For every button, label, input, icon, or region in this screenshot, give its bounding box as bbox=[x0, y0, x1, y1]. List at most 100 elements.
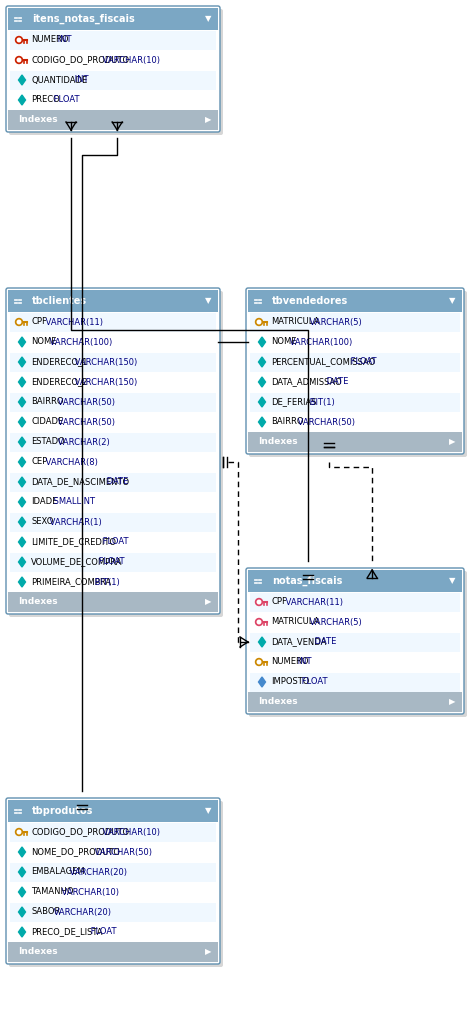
Text: notas_fiscais: notas_fiscais bbox=[272, 576, 342, 586]
Bar bbox=[8, 800, 218, 822]
Text: FLOAT: FLOAT bbox=[100, 538, 128, 547]
Text: MATRICULA: MATRICULA bbox=[271, 618, 320, 627]
FancyBboxPatch shape bbox=[9, 801, 223, 967]
Text: DATE: DATE bbox=[312, 638, 336, 646]
Bar bbox=[8, 8, 218, 30]
Text: NUMERO: NUMERO bbox=[271, 657, 308, 666]
Text: FLOAT: FLOAT bbox=[299, 677, 328, 686]
Text: VARCHAR(5): VARCHAR(5) bbox=[307, 618, 362, 627]
Text: VARCHAR(50): VARCHAR(50) bbox=[55, 418, 115, 427]
Text: IMPOSTO: IMPOSTO bbox=[271, 677, 309, 686]
Polygon shape bbox=[258, 417, 266, 427]
Polygon shape bbox=[18, 75, 25, 85]
Polygon shape bbox=[258, 397, 266, 407]
FancyBboxPatch shape bbox=[249, 571, 467, 717]
Text: ▼: ▼ bbox=[205, 807, 211, 816]
Bar bbox=[8, 592, 218, 612]
Bar bbox=[10, 843, 216, 862]
Bar bbox=[8, 942, 218, 962]
Text: VARCHAR(100): VARCHAR(100) bbox=[47, 338, 112, 347]
FancyBboxPatch shape bbox=[246, 568, 464, 714]
Circle shape bbox=[16, 318, 23, 326]
Bar bbox=[248, 570, 462, 592]
Polygon shape bbox=[18, 417, 25, 427]
Text: FLOAT: FLOAT bbox=[88, 927, 116, 936]
Text: VARCHAR(10): VARCHAR(10) bbox=[100, 827, 160, 836]
Bar bbox=[248, 432, 462, 452]
Polygon shape bbox=[18, 357, 25, 367]
Text: FLOAT: FLOAT bbox=[348, 358, 376, 367]
FancyBboxPatch shape bbox=[9, 9, 223, 135]
Text: VARCHAR(100): VARCHAR(100) bbox=[287, 338, 352, 347]
Text: tbprodutos: tbprodutos bbox=[32, 806, 94, 816]
Text: DATE: DATE bbox=[104, 477, 128, 486]
Polygon shape bbox=[18, 887, 25, 897]
Circle shape bbox=[17, 830, 21, 834]
Polygon shape bbox=[18, 867, 25, 877]
Bar bbox=[10, 313, 216, 332]
Text: NOME: NOME bbox=[271, 338, 297, 347]
Text: NOME_DO_PRODUTO: NOME_DO_PRODUTO bbox=[31, 847, 120, 856]
Bar bbox=[10, 573, 216, 592]
FancyBboxPatch shape bbox=[6, 6, 220, 132]
Circle shape bbox=[256, 658, 263, 665]
Text: Indexes: Indexes bbox=[258, 438, 298, 447]
Bar bbox=[250, 313, 460, 332]
FancyBboxPatch shape bbox=[9, 291, 223, 617]
Bar bbox=[250, 413, 460, 432]
Circle shape bbox=[16, 828, 23, 835]
Text: ▼: ▼ bbox=[449, 576, 455, 585]
Text: DATE: DATE bbox=[324, 377, 348, 386]
Polygon shape bbox=[258, 357, 266, 367]
Text: CODIGO_DO_PRODUTO: CODIGO_DO_PRODUTO bbox=[31, 827, 129, 836]
Text: VARCHAR(50): VARCHAR(50) bbox=[92, 847, 152, 856]
Text: FLOAT: FLOAT bbox=[51, 95, 80, 104]
Text: BAIRRO: BAIRRO bbox=[31, 397, 63, 406]
Bar bbox=[10, 91, 216, 110]
Polygon shape bbox=[18, 337, 25, 347]
Text: VARCHAR(11): VARCHAR(11) bbox=[283, 598, 343, 607]
Text: VARCHAR(50): VARCHAR(50) bbox=[55, 397, 115, 406]
Text: INT: INT bbox=[55, 35, 72, 44]
Text: SABOR: SABOR bbox=[31, 908, 60, 917]
Text: Indexes: Indexes bbox=[18, 115, 58, 124]
Bar bbox=[250, 633, 460, 652]
Bar bbox=[250, 353, 460, 372]
Text: PRECO: PRECO bbox=[31, 95, 60, 104]
Text: PRECO_DE_LISTA: PRECO_DE_LISTA bbox=[31, 927, 102, 936]
Circle shape bbox=[17, 320, 21, 324]
Text: BIT(1): BIT(1) bbox=[92, 577, 119, 586]
Text: SMALLINT: SMALLINT bbox=[51, 497, 95, 507]
Text: CPF: CPF bbox=[31, 317, 47, 327]
Polygon shape bbox=[18, 557, 25, 567]
Bar bbox=[250, 333, 460, 352]
Polygon shape bbox=[18, 457, 25, 467]
FancyBboxPatch shape bbox=[249, 291, 467, 457]
Polygon shape bbox=[18, 517, 25, 527]
Text: ▶: ▶ bbox=[449, 698, 455, 707]
Bar bbox=[10, 453, 216, 472]
Text: BAIRRO: BAIRRO bbox=[271, 418, 304, 427]
Text: SEXO: SEXO bbox=[31, 518, 54, 527]
Text: VARCHAR(5): VARCHAR(5) bbox=[307, 317, 362, 327]
Text: ENDERECO_2: ENDERECO_2 bbox=[31, 377, 87, 386]
Text: tbclientes: tbclientes bbox=[32, 296, 87, 306]
Text: tbvendedores: tbvendedores bbox=[272, 296, 348, 306]
Polygon shape bbox=[18, 847, 25, 857]
Bar bbox=[10, 51, 216, 70]
Text: ▶: ▶ bbox=[205, 115, 211, 124]
Bar bbox=[10, 903, 216, 922]
Polygon shape bbox=[18, 95, 25, 105]
Bar bbox=[10, 393, 216, 412]
FancyBboxPatch shape bbox=[6, 798, 220, 964]
Text: VARCHAR(50): VARCHAR(50) bbox=[295, 418, 355, 427]
Circle shape bbox=[16, 36, 23, 43]
Text: ▼: ▼ bbox=[449, 296, 455, 305]
Text: FLOAT: FLOAT bbox=[96, 557, 124, 566]
Text: IDADE: IDADE bbox=[31, 497, 57, 507]
Bar bbox=[8, 110, 218, 130]
Polygon shape bbox=[18, 497, 25, 507]
Polygon shape bbox=[18, 537, 25, 547]
Circle shape bbox=[257, 660, 261, 664]
Polygon shape bbox=[18, 907, 25, 917]
